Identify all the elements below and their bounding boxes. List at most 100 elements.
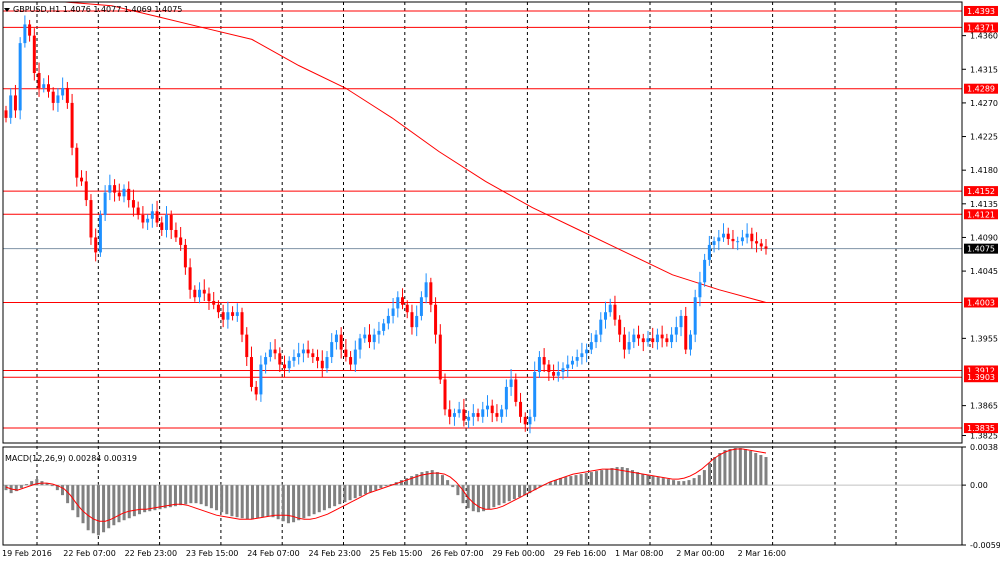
candle-body bbox=[292, 357, 296, 361]
candle bbox=[547, 360, 551, 381]
candle bbox=[452, 408, 456, 426]
candle-body bbox=[367, 334, 371, 343]
candle-body bbox=[618, 319, 622, 335]
candle bbox=[278, 347, 282, 372]
candle-body bbox=[386, 315, 390, 324]
macd-histogram-bar bbox=[86, 485, 90, 531]
candle bbox=[372, 328, 376, 350]
candle bbox=[221, 304, 225, 328]
candle bbox=[235, 303, 239, 322]
candle bbox=[183, 238, 187, 275]
candle-body bbox=[353, 349, 357, 365]
macd-histogram-bar bbox=[528, 485, 532, 494]
candle bbox=[51, 87, 55, 111]
candle bbox=[599, 312, 603, 343]
candle-body bbox=[297, 353, 301, 358]
candle-body bbox=[481, 409, 485, 417]
candle bbox=[504, 379, 508, 417]
candle-body bbox=[301, 349, 305, 354]
candle bbox=[363, 327, 367, 343]
macd-histogram-bar bbox=[302, 485, 306, 519]
macd-histogram-bar bbox=[518, 485, 522, 498]
candle-body bbox=[632, 334, 636, 343]
candle bbox=[755, 232, 759, 253]
candle-body bbox=[325, 357, 329, 369]
macd-histogram-bar bbox=[81, 485, 85, 524]
candle-body bbox=[382, 323, 386, 331]
candle bbox=[556, 361, 560, 382]
candle bbox=[98, 210, 102, 257]
candle-body bbox=[415, 315, 419, 328]
candle-body bbox=[391, 308, 395, 316]
candle bbox=[316, 349, 320, 369]
x-tick-label: 19 Feb 2016 bbox=[2, 549, 52, 558]
x-tick-label: 23 Feb 15:00 bbox=[186, 549, 238, 558]
x-tick-label: 24 Feb 23:00 bbox=[309, 549, 361, 558]
candle-body bbox=[127, 188, 131, 201]
candle-body bbox=[660, 334, 664, 339]
candle-body bbox=[405, 304, 409, 313]
candle-body bbox=[245, 334, 249, 358]
candle-body bbox=[670, 334, 674, 343]
level-tag-box bbox=[964, 5, 998, 16]
candle-body bbox=[589, 342, 593, 350]
candle bbox=[500, 404, 504, 423]
candle bbox=[660, 325, 664, 348]
candle bbox=[292, 349, 296, 367]
level-tag-label: 1.3835 bbox=[967, 424, 995, 433]
macd-histogram-bar bbox=[497, 485, 501, 506]
candle-body bbox=[533, 371, 537, 417]
candle bbox=[264, 352, 268, 374]
candle-body bbox=[745, 233, 749, 238]
candle-body bbox=[51, 91, 55, 103]
candle-body bbox=[179, 237, 183, 245]
candle bbox=[164, 206, 168, 238]
candle-body bbox=[608, 304, 612, 313]
candle bbox=[429, 277, 433, 313]
candle bbox=[528, 409, 532, 434]
symbol-header[interactable]: GBPUSD,H1 1.4076 1.4077 1.4069 1.4075 bbox=[4, 5, 182, 14]
candle bbox=[179, 226, 183, 251]
time-axis-labels: 19 Feb 2016 22 Feb 07:00 22 Feb 23:00 23 Fe… bbox=[2, 549, 786, 558]
candle bbox=[467, 410, 471, 429]
candle bbox=[391, 297, 395, 324]
level-tag-label: 1.4393 bbox=[967, 7, 995, 16]
candle-body bbox=[311, 353, 315, 358]
macd-histogram-bar bbox=[91, 485, 95, 534]
candle-body bbox=[216, 304, 220, 313]
candle bbox=[254, 380, 258, 401]
candle-body bbox=[764, 246, 768, 249]
x-tick-label: 25 Feb 15:00 bbox=[370, 549, 422, 558]
macd-histogram-bar bbox=[322, 485, 326, 511]
candle-body bbox=[679, 315, 683, 328]
macd-histogram-bar bbox=[743, 449, 747, 486]
candle-body bbox=[736, 241, 740, 243]
candle-body bbox=[537, 357, 541, 372]
candle bbox=[306, 340, 310, 358]
y-tick-label: 1.3825 bbox=[970, 432, 998, 441]
candle-body bbox=[344, 349, 348, 358]
candle bbox=[481, 401, 485, 423]
macd-histogram-bar bbox=[523, 485, 527, 496]
y-tick-label: 1.4225 bbox=[970, 133, 998, 142]
candle-body bbox=[349, 357, 353, 365]
candle-body bbox=[259, 364, 263, 395]
candle-body bbox=[273, 349, 277, 354]
candle bbox=[18, 37, 22, 120]
macd-histogram-bar bbox=[153, 485, 157, 511]
candle bbox=[424, 273, 428, 304]
macd-histogram-bar bbox=[749, 451, 753, 486]
y-tick-label: 1.4360 bbox=[970, 32, 998, 41]
candle bbox=[344, 339, 348, 362]
level-tag-label: 1.3903 bbox=[967, 373, 995, 382]
level-tag-box bbox=[964, 186, 998, 197]
macd-histogram-bar bbox=[45, 483, 49, 486]
candle bbox=[561, 362, 565, 380]
macd-tick-label: 0.0038 bbox=[970, 443, 998, 452]
macd-histogram-bar bbox=[143, 485, 147, 513]
macd-histogram-bar bbox=[425, 471, 429, 486]
candle-body bbox=[46, 84, 50, 92]
dropdown-triangle-icon[interactable] bbox=[4, 8, 10, 12]
candle-body bbox=[193, 289, 197, 298]
